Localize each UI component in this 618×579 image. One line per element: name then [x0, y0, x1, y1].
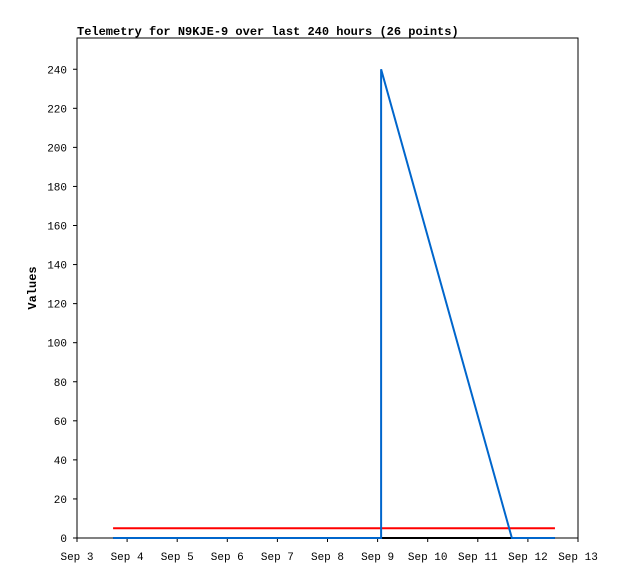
x-tick-label: Sep 10 [408, 552, 448, 564]
y-tick-label: 40 [54, 456, 67, 468]
y-tick-label: 60 [54, 417, 67, 429]
x-tick-label: Sep 12 [508, 552, 548, 564]
x-tick-label: Sep 3 [60, 552, 93, 564]
x-tick-label: Sep 4 [111, 552, 144, 564]
y-tick-label: 80 [54, 378, 67, 390]
y-tick-label: 200 [47, 143, 67, 155]
x-tick-label: Sep 11 [458, 552, 498, 564]
y-tick-label: 220 [47, 104, 67, 116]
plot-frame [76, 37, 579, 539]
y-tick-label: 120 [47, 300, 67, 312]
x-tick-label: Sep 13 [558, 552, 598, 564]
y-tick-label: 240 [47, 65, 67, 77]
y-tick-label: 20 [54, 495, 67, 507]
y-tick-label: 140 [47, 261, 67, 273]
y-axis-label: Values [26, 266, 40, 309]
x-tick-label: Sep 7 [261, 552, 294, 564]
x-tick-label: Sep 6 [211, 552, 244, 564]
chart-title: Telemetry for N9KJE-9 over last 240 hour… [77, 25, 459, 39]
y-tick-label: 180 [47, 182, 67, 194]
x-tick-label: Sep 5 [161, 552, 194, 564]
x-tick-label: Sep 8 [311, 552, 344, 564]
y-tick-label: 160 [47, 222, 67, 234]
y-tick-label: 100 [47, 339, 67, 351]
series-line [113, 68, 555, 539]
x-tick-label: Sep 9 [361, 552, 394, 564]
y-tick-label: 0 [60, 534, 67, 546]
